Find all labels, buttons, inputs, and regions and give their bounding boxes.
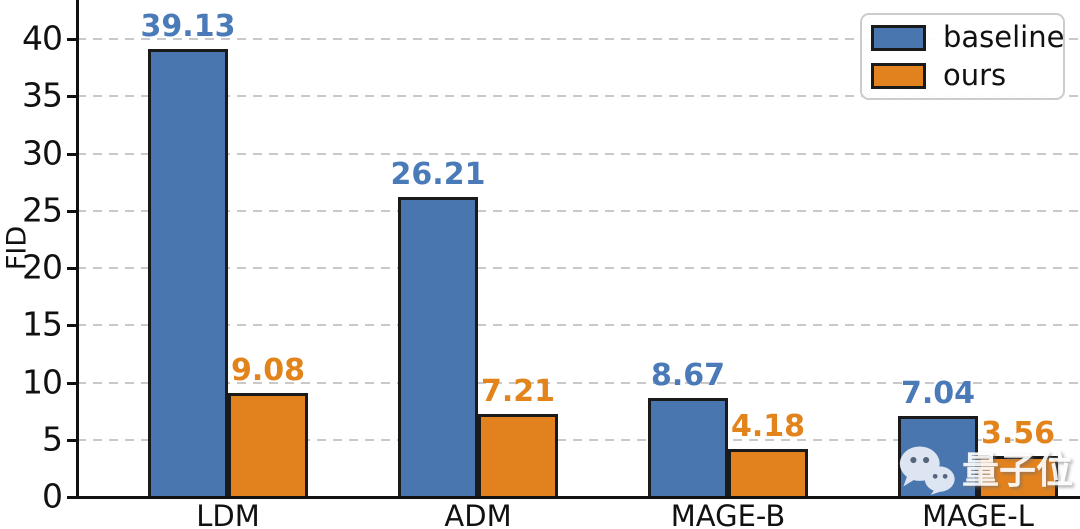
y-axis-label: FID [1, 225, 33, 271]
y-tick-0 [67, 496, 77, 499]
wechat-icon [899, 446, 955, 495]
value-label-baseline-ADM: 26.21 [390, 156, 486, 192]
value-label-ours-MAGE-L: 3.56 [980, 416, 1056, 452]
y-tick-label-20: 20 [22, 247, 63, 287]
value-label-ours-MAGE-B: 4.18 [730, 409, 806, 445]
y-tick-label-30: 30 [22, 133, 63, 173]
value-label-baseline-LDM: 39.13 [140, 8, 236, 44]
bar-baseline-ADM [398, 196, 478, 499]
value-label-ours-ADM: 7.21 [480, 374, 556, 410]
y-axis-spine [76, 0, 79, 499]
gridline-15 [77, 324, 1080, 327]
legend-item-baseline: baseline [862, 20, 1065, 54]
y-tick-label-25: 25 [22, 190, 63, 230]
x-tick-label-ADM: ADM [444, 499, 512, 529]
gridline-10 [77, 381, 1080, 384]
gridline-30 [77, 152, 1080, 155]
x-tick-label-MAGE-B: MAGE-B [670, 499, 786, 529]
bar-baseline-MAGE-B [648, 397, 728, 499]
bar-ours-LDM [228, 393, 308, 499]
x-tick-label-MAGE-L: MAGE-L [922, 499, 1034, 529]
y-tick-label-5: 5 [42, 419, 63, 459]
value-label-ours-LDM: 9.08 [230, 353, 306, 389]
legend-label-baseline: baseline [943, 20, 1065, 54]
y-tick-label-0: 0 [42, 476, 63, 516]
legend: baseline ours [860, 13, 1065, 100]
y-tick-40 [67, 38, 77, 41]
watermark: 量子位 [898, 444, 1073, 496]
legend-item-ours: ours [862, 61, 1063, 90]
gridline-40 [77, 38, 1080, 40]
value-label-baseline-MAGE-B: 8.67 [650, 357, 726, 393]
y-tick-25 [67, 209, 77, 213]
gridline-35 [77, 95, 1080, 98]
legend-label-ours: ours [943, 58, 1007, 92]
gridline-5 [77, 438, 1080, 441]
bar-baseline-LDM [148, 48, 228, 499]
bar-ours-MAGE-B [728, 449, 808, 499]
y-tick-5 [67, 438, 77, 442]
y-tick-30 [67, 152, 77, 156]
y-tick-label-40: 40 [22, 18, 63, 58]
y-tick-10 [67, 381, 77, 385]
gridline-25 [77, 209, 1080, 212]
bar-ours-ADM [478, 414, 558, 499]
y-tick-15 [67, 324, 77, 328]
baseline-swatch [871, 24, 926, 51]
value-label-baseline-MAGE-L: 7.04 [900, 376, 976, 412]
y-tick-label-15: 15 [22, 304, 63, 344]
y-tick-35 [67, 95, 77, 99]
y-tick-label-10: 10 [22, 362, 63, 402]
ours-swatch [871, 62, 926, 89]
watermark-text: 量子位 [962, 448, 1073, 492]
x-axis-spine [76, 496, 1080, 499]
bar-ours-MAGE-L [978, 456, 1058, 499]
gridline-20 [77, 267, 1080, 269]
y-tick-label-35: 35 [22, 75, 63, 115]
x-tick-label-LDM: LDM [196, 499, 260, 529]
y-tick-20 [67, 267, 77, 270]
